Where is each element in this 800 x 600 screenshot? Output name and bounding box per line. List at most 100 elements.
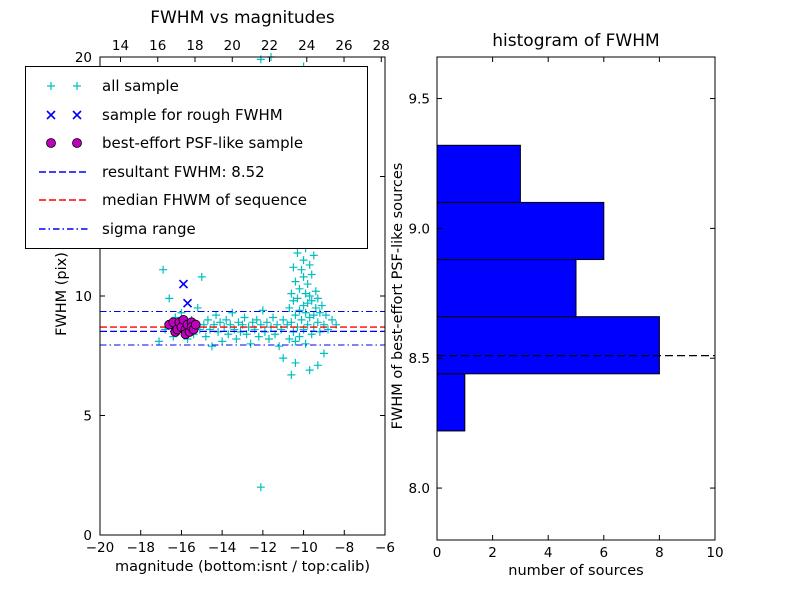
tick-label: 9.0 [409, 221, 430, 237]
tick-label: 6 [600, 545, 609, 561]
legend-marker-dashed-icon [39, 199, 89, 202]
tick-label: 14 [112, 38, 129, 54]
scatter-point-plus [291, 337, 300, 346]
scatter-point-plus [303, 280, 312, 289]
scatter-point-plus [222, 315, 231, 324]
legend-marker-circle-icon [46, 138, 82, 149]
scatter-point-plus [177, 308, 186, 317]
tick-label: −14 [208, 540, 237, 556]
tick-label: 28 [373, 38, 390, 54]
scatter-point-plus [197, 272, 206, 281]
legend-marker-plus-icon [47, 82, 81, 90]
tick-label: 9.5 [409, 92, 430, 108]
scatter-point-plus [291, 311, 300, 320]
scatter-point-plus [297, 265, 306, 274]
scatter-point-plus [305, 313, 314, 322]
tick-label: 0 [433, 545, 442, 561]
scatter-point-plus [285, 303, 294, 312]
legend-item-label: all sample [102, 77, 179, 95]
scatter-point-plus [324, 325, 332, 334]
scatter-point-plus [246, 339, 255, 348]
tick-label: 26 [335, 38, 352, 54]
scatter-point-plus [295, 332, 304, 341]
histogram-bar [436, 144, 521, 203]
scatter-point-plus [305, 292, 314, 300]
scatter-point-plus [234, 318, 243, 327]
scatter-point-plus [328, 315, 337, 324]
legend-item: resultant FWHM: 8.52 [36, 159, 367, 185]
scatter-point-plus [287, 370, 296, 379]
tick-label: 10 [706, 545, 723, 561]
scatter-point-plus [299, 301, 308, 310]
scatter-point-plus [275, 342, 284, 351]
scatter-point-plus [165, 294, 174, 303]
right-plot-title: histogram of FWHM [492, 31, 660, 51]
tick-label: −12 [249, 540, 278, 556]
scatter-point-plus [159, 265, 168, 274]
scatter-point-plus [301, 289, 310, 298]
scatter-point-plus [273, 320, 282, 329]
scatter-point-x [182, 298, 193, 308]
legend-marker-dashed-icon [39, 171, 89, 173]
scatter-point-plus [207, 342, 216, 351]
scatter-point-plus [256, 483, 265, 492]
scatter-point-plus [216, 318, 225, 327]
scatter-point-plus [319, 349, 328, 358]
scatter-point-plus [295, 284, 304, 293]
scatter-point-plus [295, 306, 304, 315]
histogram-bar [436, 316, 660, 375]
tick-label: 0 [83, 528, 92, 544]
scatter-point-plus [258, 306, 267, 315]
scatter-point-plus [289, 263, 298, 272]
legend: all sample sample for rough FWHM best-effo… [25, 66, 368, 249]
histogram-bar [436, 259, 577, 318]
tick-label: 2 [488, 545, 497, 561]
tick-label: 20 [224, 38, 241, 54]
legend-item-label: sample for rough FWHM [102, 105, 283, 124]
scatter-point-plus [201, 332, 210, 341]
scatter-point-plus [301, 308, 310, 317]
scatter-point-plus [279, 354, 288, 363]
right-axes-frame [436, 56, 716, 541]
scatter-point-plus [155, 337, 164, 346]
legend-item-label: resultant FWHM: 8.52 [102, 162, 265, 181]
scatter-point-plus [313, 318, 322, 327]
tick-label: 20 [75, 50, 92, 66]
tick-label: −18 [126, 540, 155, 556]
scatter-point-plus [218, 337, 227, 346]
scatter-point-plus [303, 299, 312, 308]
scatter-point-x [178, 279, 189, 289]
legend-item-label: sigma range [102, 219, 196, 238]
scatter-point-plus [287, 318, 296, 327]
scatter-point-plus [254, 332, 263, 341]
histogram-bar [436, 201, 605, 261]
scatter-point-plus [301, 339, 310, 348]
scatter-point-plus [313, 361, 322, 370]
tick-label: 8 [655, 545, 664, 561]
scatter-point-plus [299, 272, 308, 281]
scatter-point-plus [264, 335, 273, 344]
tick-label: 10 [75, 289, 92, 305]
scatter-point-plus [205, 325, 214, 334]
scatter-point-circle [190, 319, 201, 330]
tick-label: 24 [298, 38, 315, 54]
legend-item-label: best-effort PSF-like sample [102, 134, 304, 153]
tick-label: 4 [544, 545, 553, 561]
legend-item: all sample [36, 73, 367, 99]
tick-label: 22 [261, 38, 278, 54]
legend-item: sample for rough FWHM [36, 102, 367, 128]
scatter-point-plus [317, 301, 326, 310]
scatter-point-plus [240, 313, 249, 322]
scatter-point-plus [289, 296, 298, 305]
scatter-point-plus [279, 315, 288, 324]
tick-label: −16 [167, 540, 196, 556]
scatter-point-plus [287, 289, 296, 298]
left-plot-title: FWHM vs magnitudes [150, 8, 335, 28]
tick-label: 5 [83, 409, 92, 425]
scatter-point-plus [193, 303, 202, 312]
tick-label: 18 [186, 38, 203, 54]
scatter-point-plus [252, 315, 261, 324]
scatter-point-plus [283, 320, 292, 329]
tick-label: −10 [289, 540, 318, 556]
